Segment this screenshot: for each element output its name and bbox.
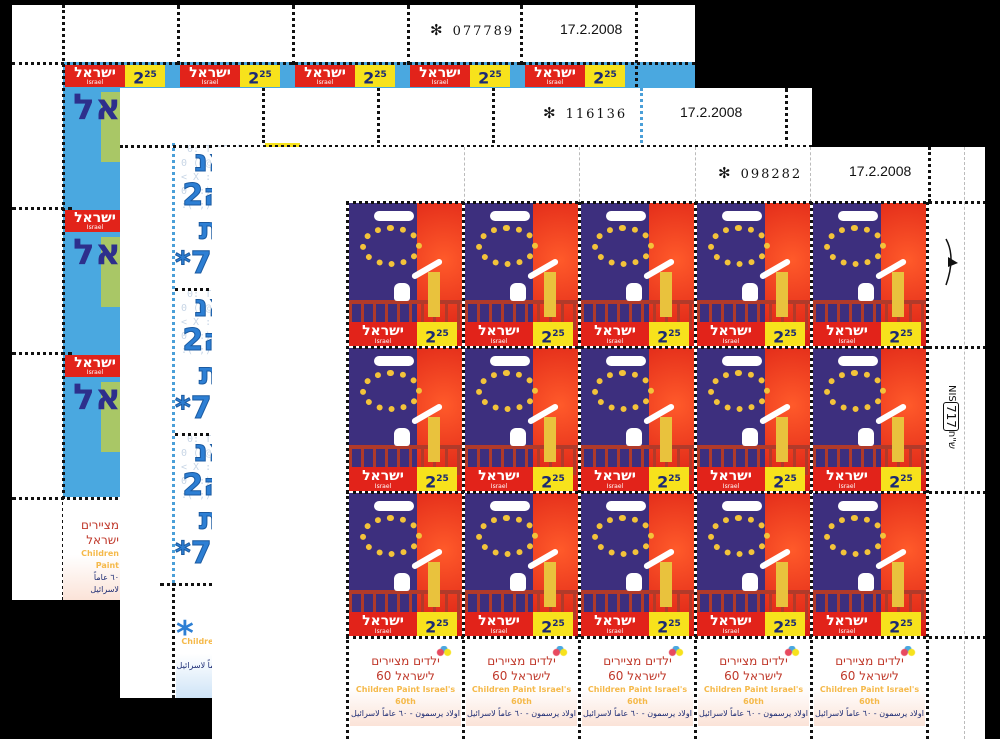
stamp: ישראל Israel 225 [349,203,462,346]
sheet-serial-number: ✻ 098282 [718,164,803,182]
israel-post-logo-icon [942,237,962,287]
serial-star-icon: ✻ [718,164,733,182]
stamp: ישראל Israel 225 [697,203,810,346]
flower-pot-icon [783,646,801,662]
flower-pot-icon [667,646,685,662]
stamp: ישראל Israel 225 [813,493,926,636]
stamp: ישראל Israel 225 [349,348,462,491]
stamp: ישראל Israel 225 [697,348,810,491]
stamp: ישראל Israel 225 [465,203,578,346]
sheet-issue-date: 17.2.2008 [680,104,743,120]
sheet-caption: ילדים מציירים 60 לישראל Children Paint Is… [350,640,461,726]
flower-pot-icon [899,646,917,662]
sheet-serial-number: ✻ 116136 [543,104,628,122]
serial-star-icon: ✻ [430,21,445,39]
sheet-serial-number: ✻ 077789 [430,21,515,39]
stamp: ישראל Israel 225 [465,493,578,636]
sheet-issue-date: 17.2.2008 [560,21,623,37]
sheet-caption: מציירים ישראל Children Paint ٦٠ عاماً لا… [63,500,123,600]
sheet-price: NIS717ש"ח [943,385,959,449]
stamp: ישראל Israel 225 [581,203,694,346]
stamp: ישראל Israel 225 [349,493,462,636]
sheet-caption: ילדים מציירים 60 לישראל Children Paint Is… [466,640,577,726]
stamp: ישראל Israel 225 [581,348,694,491]
flower-pot-icon [435,646,453,662]
stamp: ישראל Israel 225 [813,348,926,491]
sheet-caption: ילדים מציירים 60 לישראל Children Paint Is… [814,640,925,726]
stamp-sheet-front: ✻ 098282 17.2.2008 ישראל Israel 225 ישראל Is… [212,147,985,739]
flower-pot-icon [551,646,569,662]
stamp: ישראל Israel 225 [581,493,694,636]
sheet-caption: ילדים מציירים 60 לישראל Children Paint Is… [698,640,809,726]
sheet-issue-date: 17.2.2008 [849,163,912,179]
stamp: ישראל Israel 225 [697,493,810,636]
sheet-caption: ילדים מציירים 60 לישראל Children Paint Is… [582,640,693,726]
stamp: ישראל Israel 225 [813,203,926,346]
asterisk-icon: * [176,614,194,654]
stamp: ישראל Israel 225 [465,348,578,491]
serial-star-icon: ✻ [543,104,558,122]
